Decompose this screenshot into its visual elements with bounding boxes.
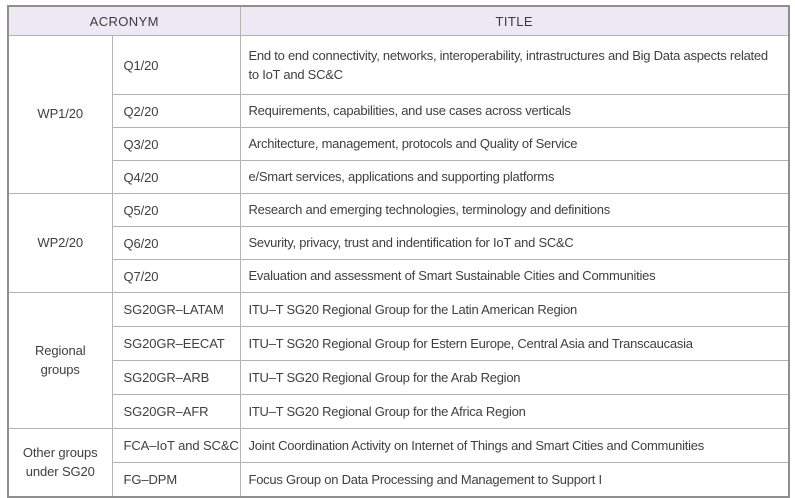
- title-cell: Research and emerging technologies, term…: [239, 193, 790, 227]
- acronym-cell: SG20GR–ARB: [111, 360, 241, 395]
- table-row: Regional groups SG20GR–LATAM ITU–T SG20 …: [7, 292, 790, 429]
- table-row: SG20GR–EECAT ITU–T SG20 Regional Group f…: [8, 326, 790, 361]
- table-row: Q2/20 Requirements, capabilities, and us…: [8, 94, 790, 128]
- table-row: SG20GR–AFR ITU–T SG20 Regional Group for…: [8, 394, 790, 429]
- title-cell: ITU–T SG20 Regional Group for the Latin …: [239, 292, 790, 327]
- title-cell: Focus Group on Data Processing and Manag…: [239, 462, 790, 498]
- acronym-column-header: ACRONYM: [7, 5, 241, 36]
- group-cell-wp2: WP2/20: [7, 193, 113, 293]
- table-row: SG20GR–ARB ITU–T SG20 Regional Group for…: [8, 360, 790, 395]
- acronym-cell: SG20GR–LATAM: [111, 292, 241, 327]
- table-row: WP2/20 Q5/20 Research and emerging techn…: [7, 193, 790, 293]
- acronym-cell: Q6/20: [111, 226, 241, 260]
- table-row: Q7/20 Evaluation and assessment of Smart…: [8, 259, 790, 293]
- title-cell: ITU–T SG20 Regional Group for the Africa…: [239, 394, 790, 429]
- title-cell: Requirements, capabilities, and use case…: [239, 94, 790, 128]
- acronym-cell: SG20GR–AFR: [111, 394, 241, 429]
- title-cell: Joint Coordination Activity on Internet …: [239, 428, 790, 463]
- table-row: Other groups under SG20 FCA–IoT and SC&C…: [7, 428, 790, 498]
- table-row: FG–DPM Focus Group on Data Processing an…: [8, 462, 790, 498]
- title-cell: Sevurity, privacy, trust and indentifica…: [239, 226, 790, 260]
- table-row: Q4/20 e/Smart services, applications and…: [8, 160, 790, 194]
- title-cell: e/Smart services, applications and suppo…: [239, 160, 790, 194]
- acronym-cell: FCA–IoT and SC&C: [111, 428, 241, 463]
- group-cell-regional-groups: Regional groups: [7, 292, 113, 429]
- table-row: WP1/20 Q1/20 End to end connectivity, ne…: [7, 35, 790, 194]
- acronym-cell: Q7/20: [111, 259, 241, 293]
- group-cell-wp1: WP1/20: [7, 35, 113, 194]
- table-body: WP1/20 Q1/20 End to end connectivity, ne…: [7, 35, 790, 498]
- table-header: ACRONYM TITLE: [7, 5, 790, 36]
- acronym-cell: Q3/20: [111, 127, 241, 161]
- title-cell: Evaluation and assessment of Smart Susta…: [239, 259, 790, 293]
- title-cell: ITU–T SG20 Regional Group for the Arab R…: [239, 360, 790, 395]
- acronym-cell: Q5/20: [111, 193, 241, 227]
- acronym-cell: SG20GR–EECAT: [111, 326, 241, 361]
- title-column-header: TITLE: [239, 5, 790, 36]
- title-cell: Architecture, management, protocols and …: [239, 127, 790, 161]
- title-cell: ITU–T SG20 Regional Group for Estern Eur…: [239, 326, 790, 361]
- acronym-cell: Q1/20: [111, 35, 241, 95]
- group-cell-other-groups: Other groups under SG20: [7, 428, 113, 498]
- table-row: Q6/20 Sevurity, privacy, trust and inden…: [8, 226, 790, 260]
- acronym-cell: Q2/20: [111, 94, 241, 128]
- acronym-cell: Q4/20: [111, 160, 241, 194]
- sg20-structure-table: ACRONYM TITLE WP1/20 Q1/20 End to end co…: [7, 5, 790, 498]
- acronym-cell: FG–DPM: [111, 462, 241, 498]
- header-row: ACRONYM TITLE: [7, 5, 790, 36]
- table-row: Q3/20 Architecture, management, protocol…: [8, 127, 790, 161]
- title-cell: End to end connectivity, networks, inter…: [239, 35, 790, 95]
